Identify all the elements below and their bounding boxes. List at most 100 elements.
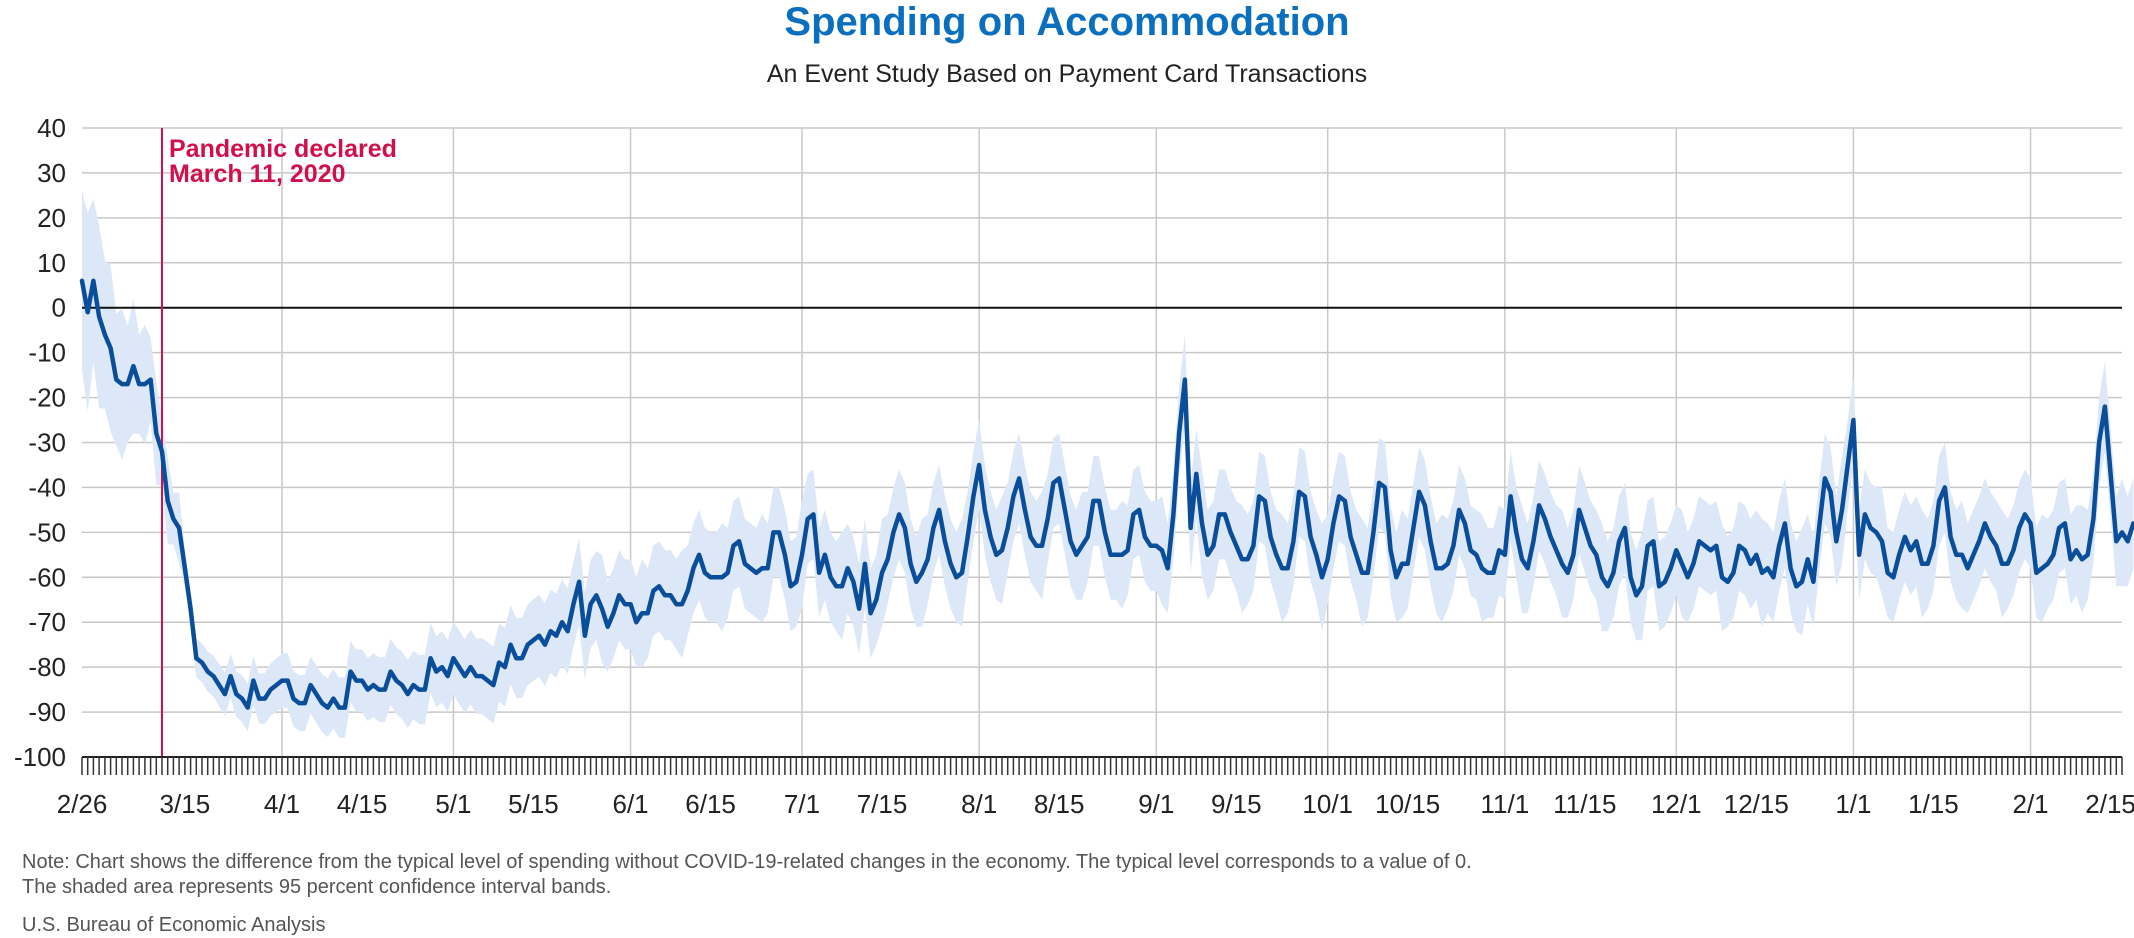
data-point bbox=[1092, 500, 1094, 502]
x-tick-label: 11/15 bbox=[1553, 789, 1616, 819]
data-point bbox=[927, 558, 929, 560]
data-point bbox=[1732, 572, 1734, 574]
data-point bbox=[727, 572, 729, 574]
data-point bbox=[824, 554, 826, 556]
chart-title: Spending on Accommodation bbox=[784, 0, 1350, 44]
data-point bbox=[115, 379, 117, 381]
data-point bbox=[1355, 554, 1357, 556]
data-point bbox=[1618, 540, 1620, 542]
data-point bbox=[1075, 554, 1077, 556]
data-point bbox=[618, 594, 620, 596]
data-point bbox=[150, 379, 152, 381]
data-point bbox=[1115, 554, 1117, 556]
data-point bbox=[1818, 527, 1820, 529]
data-point bbox=[201, 662, 203, 664]
data-point bbox=[1595, 554, 1597, 556]
data-point bbox=[641, 612, 643, 614]
source-credit: U.S. Bureau of Economic Analysis bbox=[22, 914, 326, 936]
data-point bbox=[1052, 482, 1054, 484]
chart-subtitle: An Event Study Based on Payment Card Tra… bbox=[766, 60, 1368, 88]
data-point bbox=[984, 509, 986, 511]
x-tick-label: 4/1 bbox=[264, 789, 300, 819]
data-point bbox=[1727, 581, 1729, 583]
data-point bbox=[630, 603, 632, 605]
data-point bbox=[1172, 513, 1174, 516]
data-point bbox=[407, 693, 409, 695]
y-tick-label: -90 bbox=[28, 697, 66, 727]
data-point bbox=[1412, 527, 1414, 529]
data-point bbox=[395, 680, 397, 682]
data-point bbox=[1212, 545, 1214, 547]
data-point bbox=[521, 657, 523, 659]
data-point bbox=[87, 311, 89, 313]
data-point bbox=[1972, 554, 1974, 556]
data-point bbox=[1538, 504, 1540, 506]
data-point bbox=[144, 383, 146, 385]
chart-note-line-2: The shaded area represents 95 percent co… bbox=[22, 876, 612, 898]
data-point bbox=[1944, 486, 1946, 488]
data-point bbox=[1710, 549, 1712, 551]
data-point bbox=[1892, 576, 1894, 578]
data-point bbox=[915, 581, 917, 583]
data-point bbox=[818, 572, 820, 574]
data-point bbox=[1470, 549, 1472, 551]
data-point bbox=[1167, 567, 1169, 569]
data-point bbox=[441, 666, 443, 668]
data-point bbox=[270, 689, 272, 691]
data-point bbox=[2092, 518, 2094, 520]
data-point bbox=[1887, 572, 1889, 574]
data-point bbox=[1001, 549, 1003, 551]
data-point bbox=[1447, 563, 1449, 565]
data-point bbox=[1138, 509, 1140, 511]
data-point bbox=[264, 698, 266, 700]
x-tick-label: 8/15 bbox=[1034, 789, 1085, 819]
data-point bbox=[481, 675, 483, 677]
data-point bbox=[1378, 482, 1380, 484]
data-point bbox=[281, 680, 283, 682]
x-tick-label: 9/15 bbox=[1211, 789, 1262, 819]
data-point bbox=[675, 603, 677, 605]
series-line bbox=[79, 278, 2134, 710]
data-point bbox=[1275, 554, 1277, 556]
data-point bbox=[715, 576, 717, 578]
data-point bbox=[1938, 500, 1940, 502]
data-point bbox=[755, 572, 757, 574]
data-point bbox=[121, 383, 123, 385]
data-point bbox=[372, 684, 374, 686]
data-point bbox=[704, 572, 706, 574]
data-point bbox=[298, 702, 300, 704]
data-point bbox=[2052, 554, 2054, 556]
data-point bbox=[635, 621, 637, 623]
data-point bbox=[424, 689, 426, 691]
data-point bbox=[401, 684, 403, 686]
data-point bbox=[972, 495, 975, 497]
series-line-group bbox=[79, 278, 2134, 710]
data-point bbox=[435, 671, 437, 673]
data-point bbox=[1190, 527, 1192, 529]
data-point bbox=[795, 581, 797, 583]
data-point bbox=[1921, 563, 1923, 565]
y-tick-label: -80 bbox=[28, 652, 66, 682]
x-tick-label: 3/15 bbox=[160, 789, 211, 819]
data-point bbox=[955, 576, 957, 578]
x-tick-label: 5/1 bbox=[435, 789, 471, 819]
data-point bbox=[1418, 491, 1420, 493]
data-point bbox=[624, 603, 626, 605]
y-tick-label: -50 bbox=[28, 517, 66, 547]
data-point bbox=[361, 680, 363, 682]
data-point bbox=[195, 657, 197, 659]
data-point bbox=[1047, 518, 1049, 520]
data-point bbox=[710, 576, 712, 578]
data-point bbox=[864, 563, 866, 565]
x-tick-label: 10/1 bbox=[1302, 789, 1353, 819]
data-point bbox=[212, 675, 214, 677]
data-point bbox=[1064, 509, 1066, 511]
data-point bbox=[932, 527, 935, 529]
data-point bbox=[2012, 549, 2014, 551]
data-point bbox=[1544, 518, 1546, 520]
data-point bbox=[1464, 522, 1466, 525]
data-point bbox=[698, 554, 700, 556]
data-point bbox=[1578, 509, 1580, 511]
data-point bbox=[1750, 563, 1752, 565]
